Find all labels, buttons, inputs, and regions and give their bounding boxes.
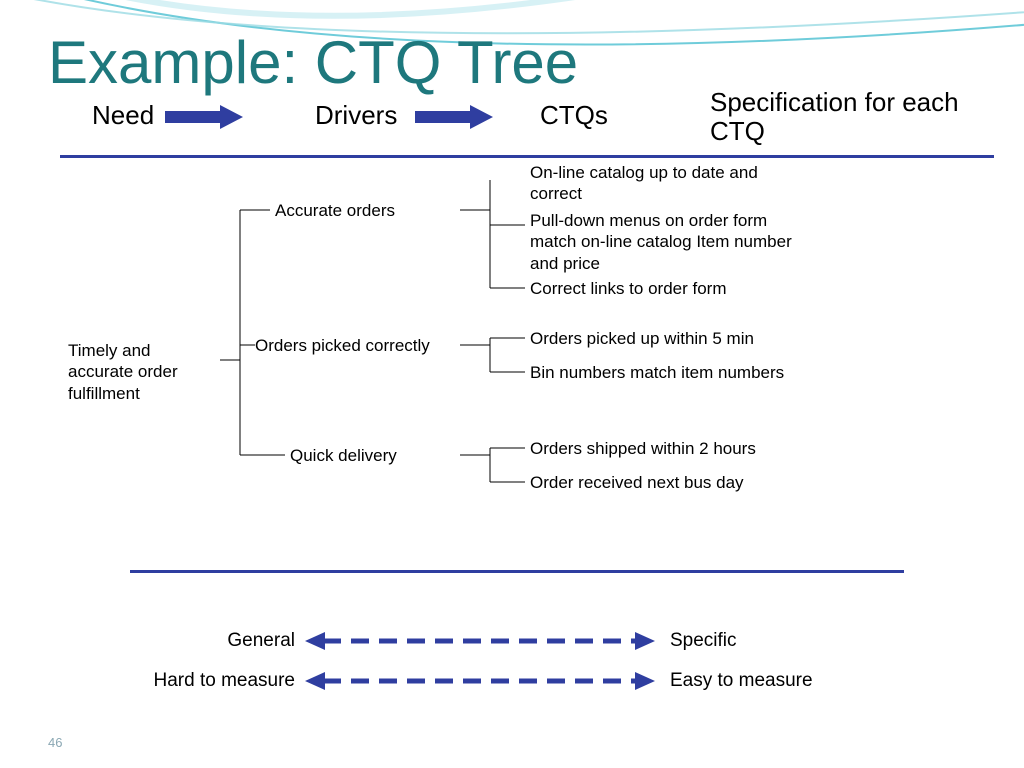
header-need: Need [92, 100, 154, 131]
spectrum-right-1: Specific [670, 630, 737, 652]
header-arrow-2 [415, 102, 495, 132]
header-spec: Specification for each CTQ [710, 88, 970, 145]
header-drivers: Drivers [315, 100, 397, 131]
divider-bottom [130, 570, 904, 573]
ctq-tree: Timely and accurate order fulfillment Ac… [60, 180, 984, 588]
header-arrow-1 [165, 102, 245, 132]
tree-lines [60, 180, 980, 540]
slide-title: Example: CTQ Tree [48, 28, 578, 97]
spectrum-right-2: Easy to measure [670, 670, 813, 692]
spectrum-arrow-2 [305, 666, 655, 696]
spectrum-row-2: Hard to measure Easy to measure [80, 666, 964, 696]
spectrum-row-1: General Specific [80, 626, 964, 656]
header-ctqs: CTQs [540, 100, 608, 131]
page-number: 46 [48, 735, 62, 750]
spectrum-left-2: Hard to measure [153, 670, 295, 692]
spectrum-left-1: General [227, 630, 295, 652]
slide: Example: CTQ Tree Need Drivers CTQs Spec… [0, 0, 1024, 768]
spectrum-arrow-1 [305, 626, 655, 656]
divider-top [60, 155, 994, 158]
spectrum-area: General Specific Hard to measure Easy to… [80, 618, 964, 728]
